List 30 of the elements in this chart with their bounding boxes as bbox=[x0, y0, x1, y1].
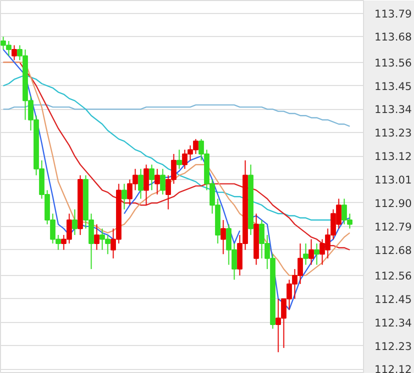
y-tick-label: 113.68 bbox=[374, 30, 412, 44]
candlestick bbox=[94, 224, 100, 250]
y-tick-label: 112.68 bbox=[374, 244, 412, 257]
candlestick bbox=[308, 238, 314, 266]
y-tick-label: 112.90 bbox=[374, 196, 412, 210]
y-tick-label: 112.56 bbox=[374, 269, 412, 282]
candlestick bbox=[144, 164, 149, 206]
y-tick-label: 113.23 bbox=[374, 126, 412, 140]
candlestick bbox=[149, 164, 154, 191]
y-tick-label: 112.79 bbox=[374, 220, 412, 234]
candlestick bbox=[176, 149, 182, 170]
candlestick bbox=[154, 168, 160, 195]
candlestick bbox=[303, 242, 308, 266]
y-tick-label: 113.01 bbox=[374, 174, 412, 187]
candlestick bbox=[72, 208, 78, 236]
candlestick bbox=[12, 44, 17, 61]
y-tick-label: 113.79 bbox=[374, 7, 412, 20]
y-tick-label: 113.34 bbox=[374, 103, 412, 116]
y-tick-label: 112.23 bbox=[374, 340, 412, 353]
y-tick-label: 112.12 bbox=[374, 363, 412, 373]
y-tick-label: 113.56 bbox=[374, 56, 412, 70]
candlestick bbox=[138, 168, 144, 200]
y-tick-label: 113.45 bbox=[374, 80, 412, 93]
y-tick-label: 112.34 bbox=[374, 316, 412, 330]
candlestick bbox=[220, 220, 226, 255]
candlestick bbox=[122, 183, 127, 210]
y-tick-label: 112.45 bbox=[374, 292, 412, 306]
y-tick-label: 113.12 bbox=[374, 150, 412, 164]
candlestick bbox=[160, 168, 166, 195]
candlestick bbox=[314, 242, 320, 266]
